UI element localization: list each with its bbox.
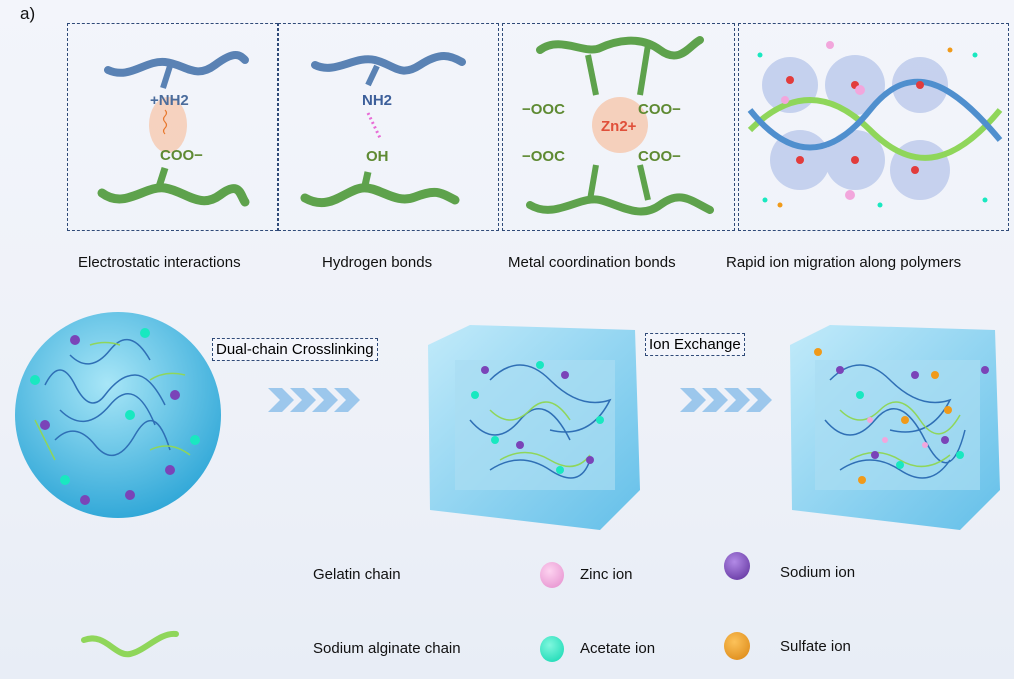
zinc-ion-icon [540, 562, 564, 588]
panel-label: a) [20, 4, 36, 23]
hydrogel-cube-1 [428, 325, 640, 530]
panel-metal [502, 23, 735, 231]
caption-electrostatic: Electrostatic interactions [78, 254, 241, 271]
legend-sulfate: Sulfate ion [780, 638, 851, 655]
legend-gelatin: Gelatin chain [313, 566, 401, 583]
ligand-right-top: COO− [638, 101, 681, 118]
panel-electrostatic [67, 23, 278, 231]
panel-hydrogen [278, 23, 499, 231]
arrow-chevrons-1 [268, 388, 360, 412]
ligand-right-bottom: COO− [638, 148, 681, 165]
zinc-center-ion: Zn2+ [601, 118, 637, 135]
panel-ion-migration [738, 23, 1009, 231]
group-nh2: NH2 [362, 92, 392, 109]
sodium-ion-icon [724, 552, 750, 580]
arrow-chevrons-2 [680, 388, 772, 412]
hydrogel-cube-2 [790, 325, 1000, 530]
legend-sodium: Sodium ion [780, 564, 856, 581]
step-crosslinking: Dual-chain Crosslinking [212, 338, 378, 361]
caption-hydrogen: Hydrogen bonds [322, 254, 433, 271]
group-nh2-plus: +NH2 [150, 92, 189, 109]
acetate-ion-icon [540, 636, 564, 662]
legend-zinc: Zinc ion [580, 566, 633, 583]
diagram-artwork: +NH2 COO− NH2 OH Zn2+ −OOC COO− −OOC COO… [15, 36, 1003, 530]
legend-acetate: Acetate ion [580, 640, 656, 657]
interaction-halo [149, 97, 187, 153]
group-coo-minus: COO− [160, 147, 203, 164]
caption-metal: Metal coordination bonds [508, 254, 676, 271]
alginate-chain-icon [81, 630, 179, 658]
step-ion-exchange: Ion Exchange [645, 333, 745, 356]
caption-ion-migration: Rapid ion migration along polymers [726, 254, 962, 271]
ligand-left-bottom: −OOC [522, 148, 565, 165]
group-oh: OH [366, 148, 389, 165]
ligand-left-top: −OOC [522, 101, 565, 118]
sulfate-ion-icon [724, 632, 750, 660]
legend-alginate: Sodium alginate chain [313, 640, 461, 657]
gelatin-chain-icon [104, 51, 249, 89]
